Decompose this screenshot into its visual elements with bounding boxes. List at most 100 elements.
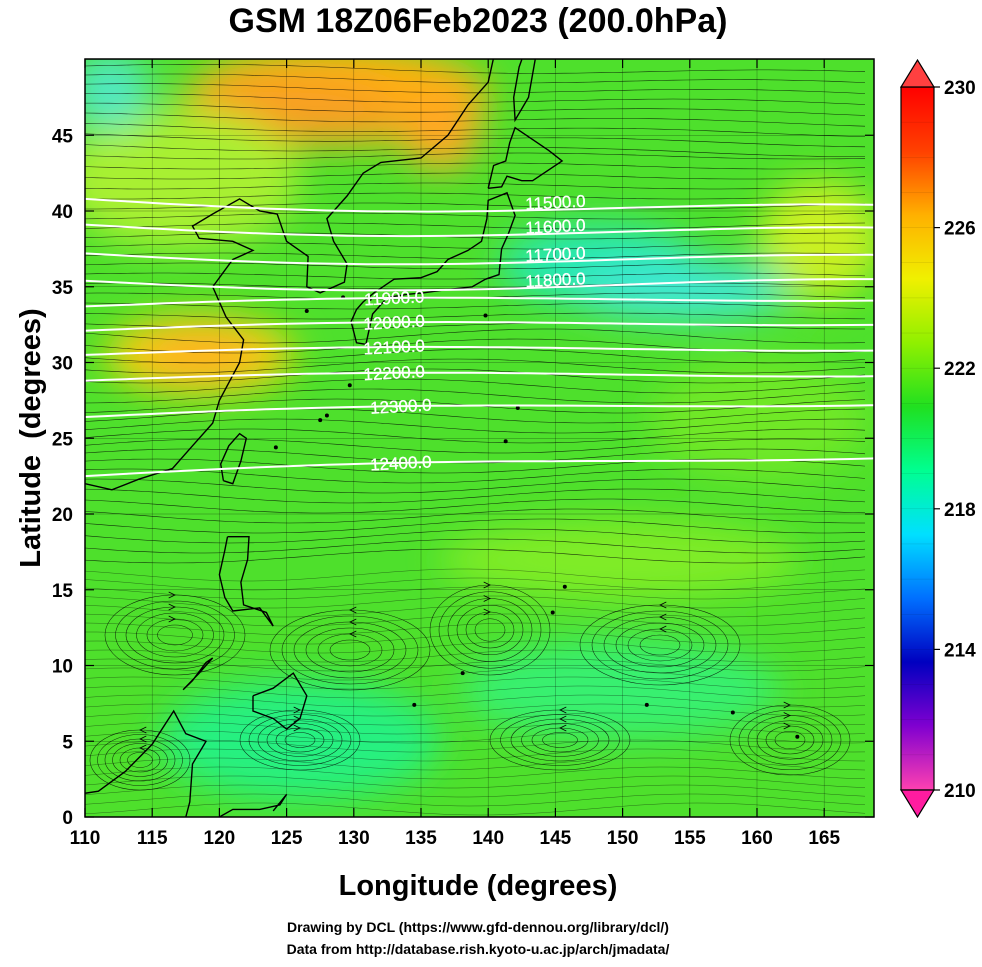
- streamline: [85, 83, 866, 94]
- x-tick-label: 135: [405, 828, 437, 849]
- streamline: [85, 685, 866, 699]
- streamline: [756, 720, 824, 760]
- island: [730, 710, 735, 715]
- streamline: [85, 408, 866, 424]
- streamline: [738, 709, 842, 771]
- height-contour-line: [85, 371, 874, 382]
- warm-region: [85, 110, 300, 250]
- streamline: [85, 378, 866, 394]
- footer-credit-dcl: Drawing by DCL (https://www.gfd-dennou.o…: [287, 919, 669, 935]
- streamline: [85, 649, 866, 663]
- warm-region: [650, 360, 870, 480]
- chart-title: GSM 18Z06Feb2023 (200.0hPa): [229, 2, 728, 40]
- streamline: [85, 64, 866, 74]
- streamline: [97, 734, 183, 786]
- y-tick-label: 10: [52, 657, 73, 678]
- height-contour-line: [85, 320, 874, 332]
- streamline: [281, 615, 419, 685]
- wind-arrow: [483, 595, 491, 602]
- streamline: [591, 610, 729, 680]
- island: [304, 308, 309, 313]
- streamline: [85, 212, 866, 220]
- streamline: [85, 568, 866, 582]
- streamline: [85, 368, 866, 384]
- colorbar-labels: 230 226 222 218 214 210: [934, 78, 976, 802]
- colorbar-tick-label: 226: [944, 219, 976, 240]
- streamline: [85, 775, 866, 789]
- streamline: [85, 73, 866, 84]
- streamline: [85, 112, 866, 127]
- streamline: [85, 518, 866, 534]
- island: [503, 439, 508, 444]
- colorbar-top-arrow: [899, 58, 936, 88]
- wind-arrow: [168, 603, 176, 611]
- height-contour-line: [85, 278, 874, 292]
- streamline: [85, 784, 866, 798]
- x-tick-label: 140: [472, 828, 504, 849]
- streamline: [85, 667, 866, 681]
- streamline: [284, 732, 316, 748]
- x-tick-label: 150: [607, 828, 639, 849]
- streamline: [85, 388, 866, 404]
- y-tick-label: 45: [52, 126, 74, 147]
- wind-arrow: [559, 706, 567, 714]
- height-contour-line: [85, 252, 874, 266]
- height-contour-label: 11700.0: [525, 244, 586, 266]
- streamline: [85, 488, 866, 504]
- streamline: [85, 272, 866, 280]
- coastline: [218, 536, 274, 627]
- wind-arrow: [659, 625, 667, 633]
- streamline: [438, 591, 542, 669]
- wind-arrow: [139, 735, 147, 743]
- x-tick-label: 160: [741, 828, 773, 849]
- island: [515, 405, 520, 410]
- streamline: [85, 478, 866, 494]
- coastline: [487, 126, 564, 189]
- wind-arrow: [559, 715, 567, 723]
- streamline: [85, 748, 866, 762]
- streamline: [85, 586, 866, 600]
- height-contour-line: [85, 197, 874, 213]
- streamline: [85, 172, 866, 180]
- wind-streamlines: [85, 64, 866, 816]
- island: [644, 702, 649, 707]
- streamline: [85, 508, 865, 524]
- streamline: [85, 242, 866, 250]
- streamline: [85, 676, 866, 690]
- height-contour-label: 11500.0: [525, 192, 586, 214]
- streamline: [85, 640, 866, 654]
- x-tick-label: 125: [271, 828, 303, 849]
- streamline: [85, 595, 866, 609]
- streamline: [85, 802, 866, 816]
- colorbar-tick-label: 218: [944, 500, 976, 521]
- x-axis-label: Longitude (degrees): [339, 870, 618, 902]
- wind-arrow: [783, 701, 791, 709]
- height-contour-line: [85, 223, 874, 238]
- warm-region: [440, 520, 800, 600]
- streamline: [85, 182, 866, 190]
- streamline: [85, 162, 866, 170]
- x-tick-label: 115: [137, 828, 168, 849]
- streamline: [85, 703, 866, 717]
- y-tick-label: 15: [52, 581, 74, 602]
- x-axis: 110 115 120 125 130 135 140 145 150 155 160 165: [70, 59, 840, 849]
- streamline: [85, 721, 866, 735]
- colorbar-bottom-arrow: [899, 789, 936, 819]
- island: [324, 413, 329, 418]
- colorbar-tick-label: 214: [944, 640, 976, 661]
- streamline: [85, 712, 866, 726]
- x-tick-label: 110: [70, 828, 101, 849]
- height-contour-label: 11900.0: [364, 287, 425, 309]
- streamline: [85, 468, 866, 484]
- colorbar: 230 226 222 218 214 210: [899, 58, 976, 819]
- streamline: [85, 538, 866, 554]
- height-contour-line: [85, 345, 874, 356]
- streamline: [85, 658, 866, 672]
- height-contour-label: 11800.0: [525, 269, 586, 291]
- y-tick-label: 30: [52, 354, 73, 375]
- streamline: [85, 144, 865, 157]
- streamline: [115, 600, 235, 670]
- y-axis: 0 5 10 15 20 25 30 35 40 45: [52, 126, 874, 829]
